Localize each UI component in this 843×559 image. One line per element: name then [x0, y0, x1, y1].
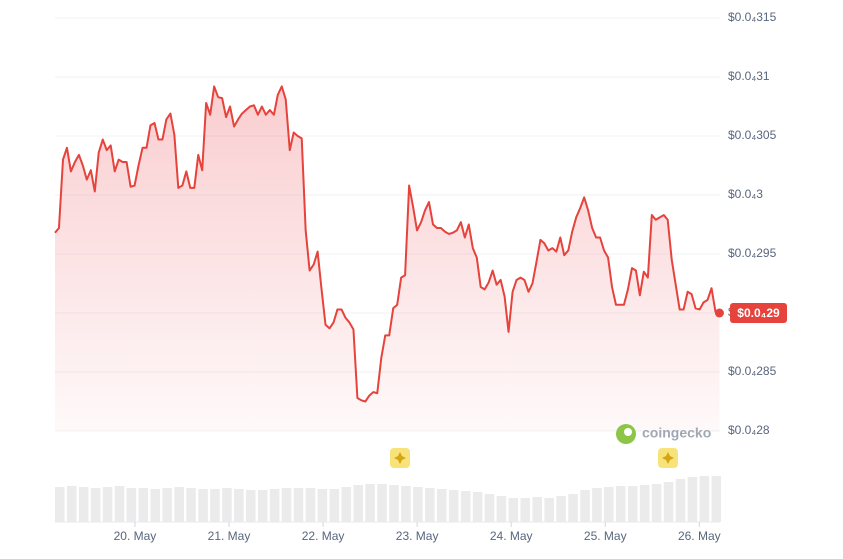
volume-bar: [413, 487, 423, 522]
volume-bar: [245, 490, 256, 522]
volume-bar: [544, 498, 554, 522]
price-area: [55, 86, 720, 431]
volume-bar: [365, 484, 375, 522]
volume-bar: [210, 489, 220, 522]
volume-bar: [317, 489, 328, 522]
volume-bar: [711, 476, 722, 522]
y-tick-label: $0.0₄285: [728, 364, 777, 378]
watermark-logo-eye: [624, 428, 632, 436]
volume-bar: [448, 490, 459, 522]
volume-bar: [568, 494, 578, 522]
volume-bar: [460, 491, 471, 522]
volume-bar: [496, 496, 507, 522]
volume-bar: [162, 488, 172, 522]
event-icon: [394, 452, 406, 464]
volume-bar: [484, 494, 495, 522]
volume-bar: [138, 488, 149, 522]
volume-bar: [508, 498, 519, 522]
volume-bar: [269, 489, 280, 522]
volume-bar: [604, 487, 614, 522]
volume-bar: [281, 488, 292, 522]
volume-bar: [377, 484, 387, 522]
x-tick-label: 21. May: [208, 529, 251, 543]
volume-bar: [234, 489, 244, 522]
y-tick-label: $0.0₄295: [728, 246, 777, 260]
volume-bar: [425, 488, 435, 522]
volume-bar: [174, 487, 184, 522]
event-marker: [658, 448, 678, 468]
y-tick-label: $0.0₄31: [728, 69, 770, 83]
volume-bar: [556, 496, 566, 522]
volume-bar: [401, 486, 411, 522]
volume-bar: [663, 482, 674, 522]
volume-bar: [222, 488, 232, 522]
label-layer: $0.0₄315 $0.0₄31 $0.0₄305 $0.0₄3 $0.0₄295 $0.…: [114, 10, 787, 543]
volume-bar: [55, 487, 65, 522]
y-tick-label: $0.0₄28: [728, 423, 770, 437]
watermark: coingecko: [616, 424, 711, 444]
volume-bar: [520, 498, 531, 522]
volume-bar: [675, 479, 686, 522]
last-price-badge: [730, 303, 787, 323]
event-icon: [662, 452, 674, 464]
volume-bar: [651, 484, 662, 522]
volume-bar: [699, 476, 710, 522]
volume-bar: [532, 497, 543, 522]
volume-bar: [186, 488, 196, 522]
volume-bar: [257, 490, 268, 522]
volume-bar: [472, 492, 483, 522]
plot-layer: [54, 85, 724, 431]
x-tick-label: 23. May: [396, 529, 439, 543]
volume-bar: [102, 487, 113, 522]
volume-bar: [592, 488, 602, 522]
volume-bar: [90, 488, 101, 522]
volume-bar: [114, 486, 125, 522]
volume-bar: [126, 488, 137, 522]
volume-bar: [627, 486, 638, 522]
volume-bar: [78, 487, 89, 522]
volume-bar: [293, 488, 304, 522]
volume-bar: [66, 486, 77, 522]
x-tick-label: 25. May: [584, 529, 627, 543]
last-price-dot: [714, 308, 724, 318]
x-tick-label: 24. May: [490, 529, 533, 543]
volume-bar: [436, 489, 447, 522]
x-tick-label: 26. May: [678, 529, 721, 543]
event-marker: [390, 448, 410, 468]
y-tick-label: $0.0₄305: [728, 128, 777, 142]
volume-bar: [687, 477, 698, 522]
x-tick-label: 20. May: [114, 529, 157, 543]
volume-bar: [389, 485, 399, 522]
volume-layer: [55, 476, 722, 522]
volume-bar: [639, 485, 650, 522]
volume-bar: [305, 488, 316, 522]
volume-bar: [329, 489, 340, 522]
x-tick-label: 22. May: [302, 529, 345, 543]
y-tick-label: $0.0₄3: [728, 187, 763, 201]
volume-bar: [198, 489, 208, 522]
volume-bar: [580, 490, 590, 522]
watermark-text: coingecko: [642, 425, 711, 441]
volume-bar: [353, 485, 364, 522]
volume-bar: [615, 486, 626, 522]
last-price-label: $0.0₄29: [737, 306, 780, 320]
volume-bar: [341, 487, 352, 522]
volume-bar: [150, 489, 161, 522]
price-line: [54, 85, 720, 403]
y-tick-label: $0.0₄315: [728, 10, 777, 24]
